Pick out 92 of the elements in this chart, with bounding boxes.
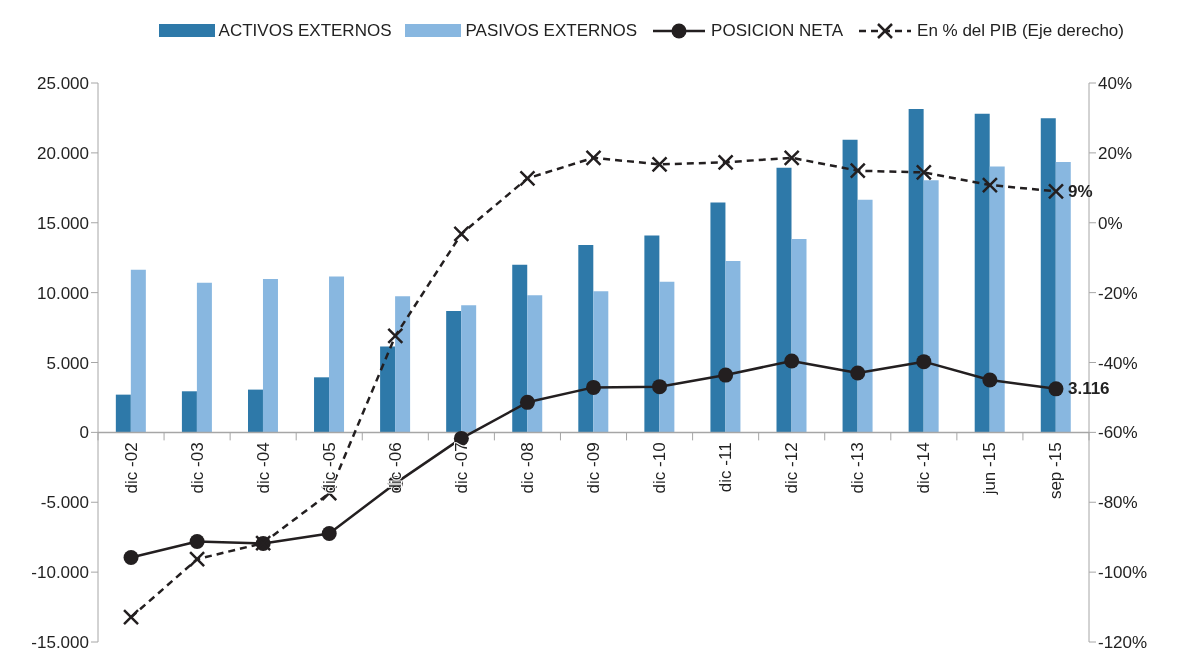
x-tick-label: dic -08: [517, 442, 537, 494]
bar: [512, 264, 528, 433]
y2-tick-label: -40%: [1098, 353, 1138, 373]
point: [585, 149, 602, 167]
bar: [989, 166, 1005, 433]
y-tick-label: 5.000: [46, 353, 89, 373]
y-tick-label: -15.000: [31, 633, 89, 653]
bar: [380, 346, 396, 433]
point: [188, 550, 206, 568]
point: [123, 549, 139, 565]
bar: [262, 278, 278, 433]
bar: [461, 305, 477, 433]
point: [453, 225, 470, 243]
x-tick-label: sep -15: [1046, 442, 1066, 500]
bar: [593, 291, 609, 433]
x-tick-label: dic -14: [914, 442, 934, 494]
bar: [791, 239, 807, 433]
point: [915, 164, 933, 181]
point: [717, 154, 734, 171]
bar: [329, 276, 345, 433]
bar: [527, 295, 543, 433]
point: [1048, 381, 1064, 397]
y-tick-label: 15.000: [37, 213, 89, 233]
x-tick-label: dic -05: [319, 442, 339, 494]
bar: [725, 260, 741, 433]
x-tick-label: dic -10: [650, 442, 670, 494]
data-label: 9%: [1067, 181, 1093, 201]
bar: [115, 394, 131, 433]
x-tick-label: dic -13: [848, 442, 868, 494]
x-tick-label: dic -02: [121, 442, 141, 494]
point: [982, 372, 998, 388]
bar: [644, 235, 660, 433]
bar: [130, 269, 146, 433]
y2-tick-label: -20%: [1098, 283, 1138, 303]
bar: [776, 167, 792, 433]
y-tick-label: 25.000: [37, 74, 89, 94]
bar: [395, 296, 411, 433]
bar: [1040, 118, 1056, 433]
bar: [857, 199, 873, 433]
y2-tick-label: -100%: [1098, 563, 1148, 583]
y2-tick-label: -80%: [1098, 493, 1138, 513]
x-tick-label: dic -09: [584, 442, 603, 494]
bar: [446, 310, 462, 433]
legend-label: En % del PIB (Eje derecho): [916, 20, 1124, 41]
bar: [659, 281, 675, 433]
bar: [908, 108, 924, 433]
data-label: 3.116: [1067, 379, 1110, 399]
x-tick-label: dic -04: [253, 442, 273, 494]
bar: [247, 389, 263, 433]
x-tick-label: dic -03: [187, 442, 207, 494]
point: [122, 608, 140, 626]
x-tick-label: dic -07: [451, 442, 471, 494]
bar: [196, 282, 212, 433]
y2-tick-label: 40%: [1098, 74, 1133, 94]
y-tick-label: -5.000: [40, 493, 89, 513]
y2-tick-label: -60%: [1098, 423, 1138, 443]
point: [519, 170, 536, 187]
point: [783, 149, 800, 167]
y-tick-label: 20.000: [37, 143, 89, 163]
bar: [923, 180, 939, 433]
x-tick-label: jun -15: [980, 442, 1000, 496]
y2-tick-label: 0%: [1098, 213, 1123, 233]
point: [916, 354, 932, 370]
legend-label: PASIVOS EXTERNOS: [464, 20, 638, 41]
y-tick-label: -10.000: [31, 563, 89, 583]
bar: [842, 139, 858, 433]
bar: [710, 202, 726, 433]
bar: [181, 391, 197, 433]
legend-label: POSICION NETA: [710, 20, 844, 41]
point: [849, 162, 867, 179]
x-tick-label: dic -11: [716, 442, 736, 493]
point: [586, 379, 601, 395]
x-tick-label: dic -12: [782, 442, 802, 494]
bar: [578, 245, 594, 433]
y2-tick-label: 20%: [1098, 143, 1133, 163]
bar: [314, 377, 330, 433]
y2-tick-label: -120%: [1098, 633, 1148, 653]
point: [387, 327, 404, 345]
point: [718, 367, 734, 383]
legend-label: ACTIVOS EXTERNOS: [217, 20, 392, 41]
point: [321, 526, 337, 542]
point: [1047, 183, 1065, 200]
point: [189, 534, 205, 550]
bar: [974, 113, 990, 433]
point: [784, 353, 800, 369]
y-tick-label: 10.000: [37, 283, 89, 303]
point: [519, 394, 535, 410]
y-tick-label: 0: [79, 423, 89, 443]
point: [651, 156, 668, 173]
point: [652, 379, 668, 395]
point: [981, 176, 999, 194]
point: [850, 365, 866, 381]
